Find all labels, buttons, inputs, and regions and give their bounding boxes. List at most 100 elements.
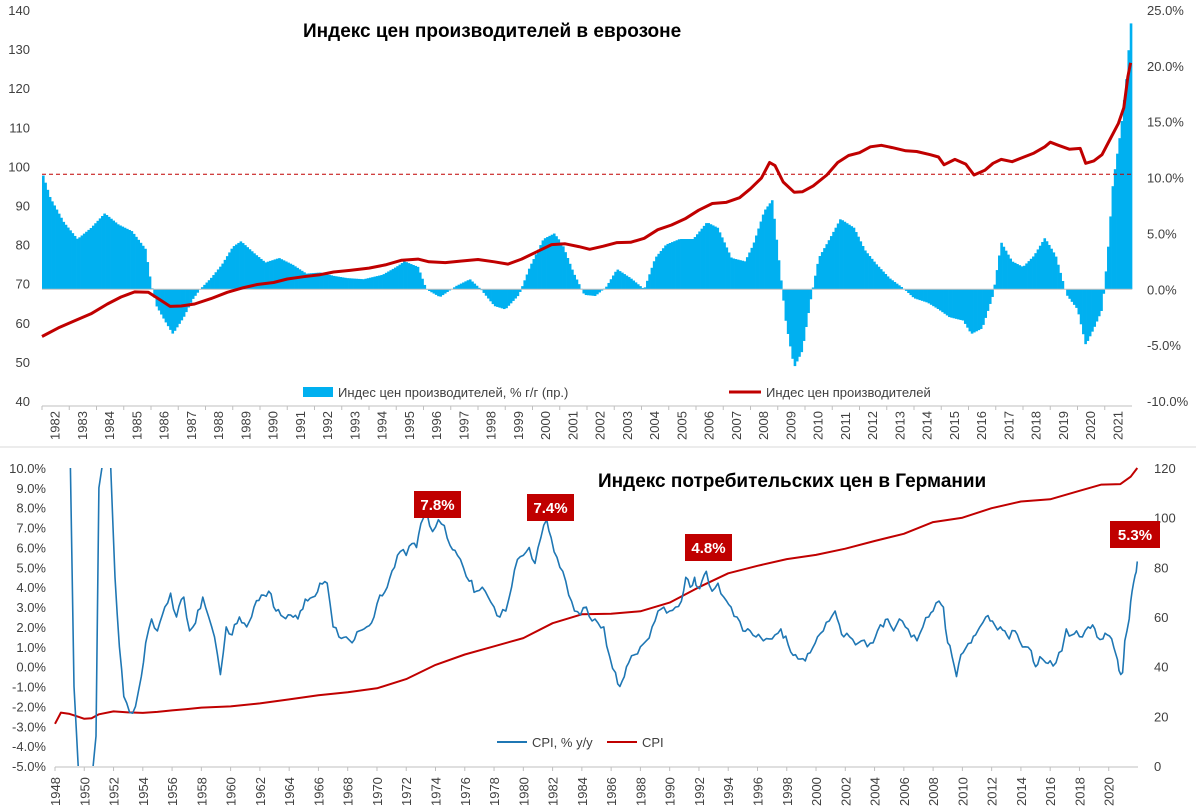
ppi-yoy-bar	[770, 200, 774, 290]
ppi-yoy-bar	[135, 236, 138, 290]
ppi-yoy-bar	[702, 225, 706, 290]
left-axis-tick: -3.0%	[12, 719, 46, 734]
ppi-yoy-bar	[525, 274, 529, 290]
ppi-yoy-bar	[62, 221, 66, 290]
ppi-yoy-bar	[607, 282, 611, 290]
ppi-yoy-bar	[659, 251, 663, 290]
ppi-yoy-bar	[1018, 265, 1022, 290]
ppi-yoy-bar	[264, 262, 268, 290]
ppi-yoy-bar	[487, 289, 490, 299]
ppi-yoy-bar	[789, 289, 792, 347]
ppi-yoy-bar	[348, 278, 352, 290]
ppi-yoy-bar	[1013, 262, 1017, 290]
ppi-yoy-bar	[1127, 50, 1131, 290]
x-axis-tick: 2002	[593, 411, 608, 440]
ppi-yoy-bar	[323, 273, 327, 290]
ppi-yoy-bar	[1082, 289, 1085, 335]
ppi-yoy-bar	[239, 241, 243, 290]
right-axis-tick: 25.0%	[1147, 3, 1184, 18]
ppi-yoy-bar	[400, 263, 404, 290]
x-axis-tick: 1948	[48, 777, 63, 806]
ppi-yoy-bar	[153, 289, 156, 298]
ppi-yoy-bar	[103, 213, 106, 290]
ppi-yoy-bar	[126, 228, 129, 290]
left-axis-tick: 140	[8, 3, 30, 18]
ppi-yoy-bar	[448, 289, 452, 291]
ppi-yoy-bar	[275, 258, 279, 290]
x-axis-tick: 2004	[868, 777, 883, 806]
ppi-yoy-bar	[1016, 264, 1019, 290]
ppi-yoy-bar	[453, 287, 456, 290]
ppi-yoy-bar	[246, 247, 249, 290]
ppi-yoy-bar	[1068, 289, 1072, 299]
ppi-yoy-bar	[523, 280, 527, 290]
ppi-yoy-bar	[548, 235, 552, 290]
x-axis-tick: 1990	[663, 777, 678, 806]
ppi-yoy-bar	[932, 289, 935, 307]
ppi-yoy-bar	[53, 205, 56, 290]
ppi-yoy-bar	[346, 278, 349, 290]
ppi-yoy-bar	[437, 289, 440, 297]
ppi-yoy-bar	[232, 246, 236, 290]
x-axis-tick: 1994	[721, 777, 736, 806]
ppi-yoy-bar	[421, 278, 424, 290]
chart-title: Индекс потребительских цен в Германии	[598, 471, 986, 492]
x-axis-tick: 2008	[926, 777, 941, 806]
ppi-yoy-bar	[1011, 261, 1015, 290]
ppi-yoy-bar	[219, 266, 222, 290]
ppi-yoy-bar	[482, 289, 486, 293]
ppi-yoy-bar	[87, 229, 91, 290]
ppi-yoy-bar	[185, 289, 188, 313]
ppi-yoy-bar	[598, 289, 601, 293]
x-axis-tick: 1987	[184, 411, 199, 440]
ppi-yoy-bar	[110, 218, 113, 290]
legend: CPI, % y/y CPI	[497, 735, 664, 750]
x-axis-tick: 1960	[224, 777, 239, 806]
ppi-yoy-bar	[852, 227, 856, 290]
ppi-yoy-bar	[298, 269, 302, 290]
ppi-yoy-bar	[187, 289, 190, 308]
ppi-yoy-bar	[80, 235, 84, 290]
ppi-yoy-bar	[671, 242, 674, 290]
ppi-yoy-bar	[353, 278, 356, 290]
ppi-yoy-bar	[705, 223, 708, 290]
ppi-yoy-bar	[711, 225, 715, 290]
ppi-yoy-bar	[325, 274, 329, 290]
ppi-yoy-bar	[1079, 289, 1083, 325]
x-axis-tick: 2012	[985, 777, 1000, 806]
ppi-yoy-bar	[750, 247, 754, 290]
right-axis-tick: 0	[1154, 759, 1161, 774]
x-axis-tick: 2019	[1056, 411, 1071, 440]
ppi-yoy-bar	[925, 289, 928, 303]
ppi-yoy-bar	[418, 272, 422, 290]
ppi-yoy-bar	[307, 273, 311, 290]
ppi-yoy-bar	[646, 280, 649, 290]
ppi-yoy-bar	[820, 252, 824, 290]
x-axis-tick: 2020	[1083, 411, 1098, 440]
ppi-yoy-bar	[714, 226, 717, 290]
ppi-yoy-bar	[144, 248, 147, 290]
ppi-yoy-bar	[584, 289, 588, 296]
ppi-yoy-bar	[866, 253, 869, 290]
right-axis-tick: 0.0%	[1147, 282, 1177, 297]
ppi-yoy-bar	[359, 279, 363, 290]
left-axis-tick: 120	[8, 81, 30, 96]
ppi-yoy-bar	[991, 289, 994, 297]
x-axis-tick: 1996	[750, 777, 765, 806]
right-axis-tick: 20	[1154, 709, 1168, 724]
ppi-yoy-bar	[478, 287, 481, 290]
ppi-yoy-bar	[1041, 241, 1044, 290]
ppi-yoy-bar	[741, 260, 745, 290]
right-axis-tick: 5.0%	[1147, 226, 1177, 241]
x-axis-tick: 1993	[347, 411, 362, 440]
ppi-yoy-bar	[203, 284, 206, 290]
ppi-yoy-bar	[736, 259, 740, 290]
ppi-yoy-bar	[334, 276, 338, 290]
ppi-yoy-bar	[682, 239, 685, 290]
ppi-yoy-bar	[257, 257, 261, 290]
ppi-yoy-bar	[489, 289, 492, 302]
ppi-yoy-bar	[309, 273, 313, 290]
ppi-yoy-bar	[641, 287, 645, 290]
ppi-yoy-bar	[800, 289, 804, 353]
ppi-yoy-bar	[868, 256, 872, 290]
